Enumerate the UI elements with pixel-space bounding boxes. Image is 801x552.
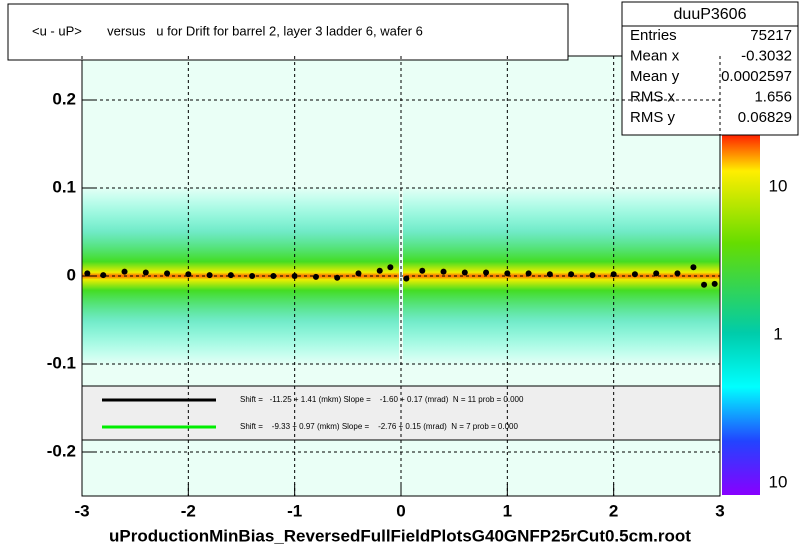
- x-tick-label: -3: [74, 501, 89, 520]
- point: [100, 272, 107, 279]
- x-tick-label: -1: [287, 501, 302, 520]
- point: [227, 272, 234, 279]
- point: [610, 271, 617, 278]
- point: [589, 272, 596, 279]
- point: [690, 264, 697, 271]
- colorbar-label: 10: [769, 176, 788, 195]
- point: [291, 273, 298, 279]
- footer: uProductionMinBias_ReversedFullFieldPlot…: [109, 526, 691, 545]
- point: [674, 270, 681, 277]
- point: [164, 270, 171, 277]
- point: [312, 273, 319, 280]
- fit-legend-text: Shift = -11.25 + 1.41 (mkm) Slope = -1.6…: [240, 395, 524, 404]
- point: [387, 264, 394, 271]
- color-palette: [722, 135, 760, 495]
- title-box: [7, 3, 569, 61]
- point: [711, 280, 718, 287]
- point: [355, 270, 362, 277]
- point: [461, 269, 468, 276]
- chart-title: <u - uP> versus u for Drift for barrel 2…: [32, 23, 423, 38]
- point: [334, 274, 341, 281]
- point: [249, 273, 256, 279]
- point: [206, 272, 213, 279]
- x-tick-label: 3: [715, 501, 724, 520]
- point: [483, 269, 490, 276]
- point: [653, 270, 660, 277]
- stats-value: 75217: [750, 27, 792, 44]
- point: [504, 270, 511, 277]
- point: [701, 281, 708, 288]
- x-tick-label: 2: [609, 501, 618, 520]
- y-tick-label: 0.1: [52, 177, 76, 196]
- point: [270, 273, 277, 279]
- colorbar-label: 1: [773, 324, 782, 343]
- y-tick-label: -0.1: [47, 353, 76, 372]
- stats-title: duuP3606: [674, 6, 747, 23]
- x-tick-label: 1: [503, 501, 512, 520]
- stats-value: 0.0002597: [721, 68, 792, 85]
- point: [525, 270, 532, 277]
- stats-label: Mean x: [630, 47, 680, 64]
- point: [568, 271, 575, 278]
- point: [142, 269, 149, 276]
- point: [403, 275, 410, 282]
- stats-label: Entries: [630, 27, 677, 44]
- point: [631, 271, 638, 278]
- stats-value: -0.3032: [741, 47, 792, 64]
- point: [121, 268, 128, 275]
- x-tick-label: -2: [181, 501, 196, 520]
- point: [419, 267, 426, 274]
- colorbar-label: 10: [769, 472, 788, 491]
- y-tick-label: -0.2: [47, 441, 76, 460]
- stats-box: [621, 1, 799, 136]
- point: [185, 271, 192, 278]
- point: [376, 267, 383, 274]
- point: [440, 268, 447, 275]
- fit-legend-text: Shift = -9.33 + 0.97 (mkm) Slope = -2.76…: [240, 422, 518, 431]
- y-tick-label: 0.2: [52, 89, 76, 108]
- x-tick-label: 0: [396, 501, 405, 520]
- y-tick-label: 0: [67, 265, 76, 284]
- stats-label: RMS x: [630, 88, 676, 105]
- point: [546, 271, 553, 278]
- stats-label: RMS y: [630, 109, 676, 126]
- stats-value: 0.06829: [738, 109, 792, 126]
- stats-value: 1.656: [754, 88, 792, 105]
- point: [84, 270, 91, 277]
- stats-label: Mean y: [630, 68, 680, 85]
